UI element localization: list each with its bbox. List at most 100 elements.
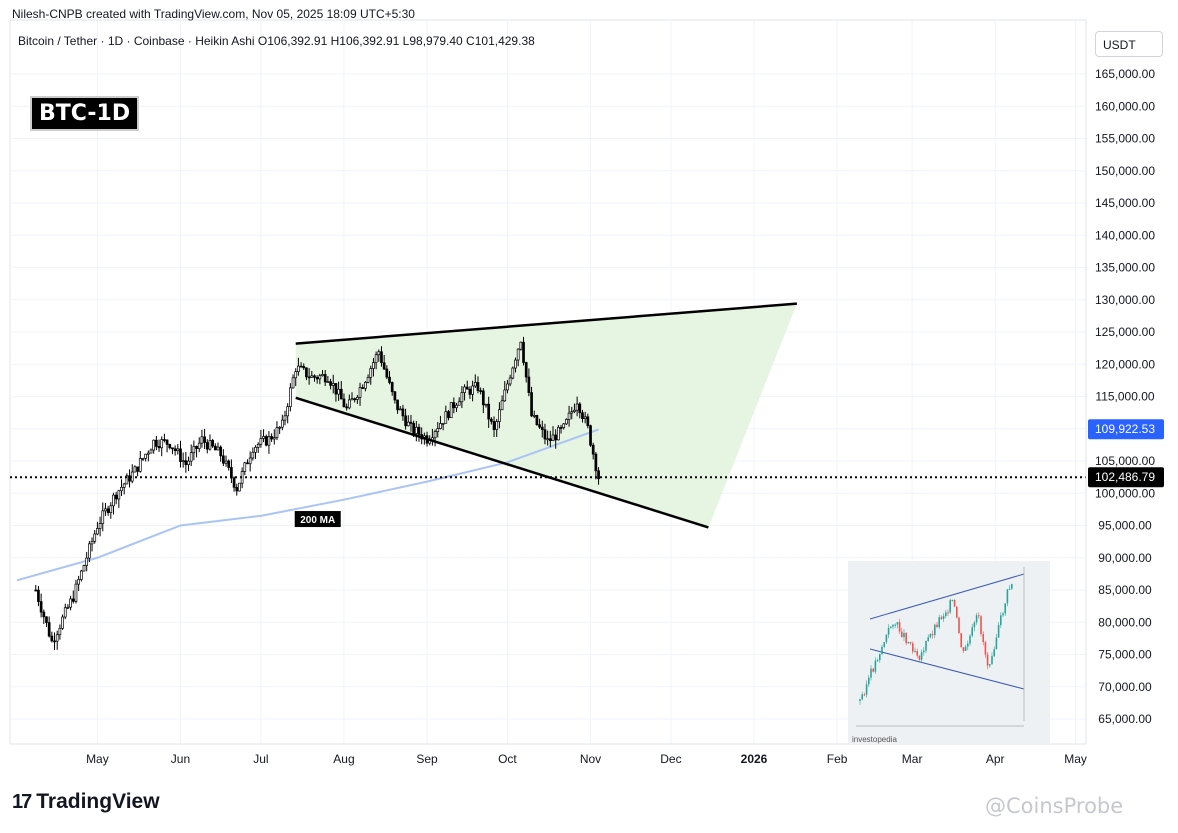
candle-body bbox=[393, 391, 397, 401]
candle-body bbox=[138, 458, 142, 472]
candle-body bbox=[532, 415, 536, 417]
candle-body bbox=[382, 362, 386, 370]
price-axis-tick: 155,000.00 bbox=[1095, 132, 1155, 146]
inset-candle-body bbox=[874, 660, 877, 672]
tradingview-logo-text: TradingView bbox=[36, 790, 160, 813]
candle-body bbox=[452, 402, 456, 409]
inset-candle-body bbox=[892, 624, 894, 627]
inset-candle-body bbox=[883, 642, 885, 647]
candle-body bbox=[385, 368, 389, 378]
inset-candle-body bbox=[960, 633, 962, 648]
candle-body bbox=[436, 428, 440, 433]
candle-body bbox=[366, 376, 370, 383]
candle-body bbox=[372, 362, 375, 369]
price-axis[interactable]: 165,000.00 160,000.00 155,000.00 150,000.00… bbox=[1085, 20, 1155, 744]
inset-candle-body bbox=[916, 651, 918, 656]
inset-candle-body bbox=[912, 643, 914, 652]
candle-body bbox=[353, 398, 357, 401]
candle-body bbox=[508, 377, 512, 385]
candle-body bbox=[406, 421, 410, 427]
candle-body bbox=[500, 400, 504, 411]
currency-button[interactable]: USDT bbox=[1095, 31, 1163, 57]
candle-body bbox=[189, 452, 193, 462]
candle-body bbox=[280, 419, 284, 428]
candle-body bbox=[270, 436, 273, 440]
candle-body bbox=[433, 431, 437, 439]
time-axis-tick: Sep bbox=[416, 752, 438, 766]
inset-candle-body bbox=[975, 615, 978, 623]
candle-body bbox=[597, 470, 600, 480]
candle-body bbox=[216, 446, 220, 451]
coinsprobe-watermark: @CoinsProbe bbox=[985, 794, 1124, 818]
candle-body bbox=[47, 622, 51, 637]
inset-candle-body bbox=[909, 641, 912, 644]
candle-body bbox=[578, 403, 582, 414]
candle-body bbox=[581, 412, 584, 420]
candle-body bbox=[492, 421, 496, 430]
candle-body bbox=[39, 601, 43, 613]
candle-body bbox=[439, 423, 442, 429]
inset-candle-body bbox=[861, 694, 863, 700]
candle-body bbox=[380, 351, 383, 364]
timeframe-tag: BTC-1D bbox=[30, 96, 140, 131]
inset-candle-body bbox=[956, 606, 958, 618]
inset-candle-body bbox=[898, 622, 901, 632]
candle-body bbox=[141, 457, 145, 460]
price-axis-tick: 105,000.00 bbox=[1095, 454, 1155, 468]
candle-body bbox=[205, 442, 209, 450]
inset-candle-body bbox=[920, 652, 923, 660]
candle-body bbox=[315, 377, 319, 380]
inset-candle-body bbox=[890, 626, 892, 628]
time-axis[interactable]: May Jun Jul Aug Sep Oct Nov Dec 2026 Feb Mar Apr May bbox=[10, 743, 1087, 766]
candle-body bbox=[310, 375, 314, 378]
inset-candle-body bbox=[958, 617, 960, 634]
candle-body bbox=[318, 375, 322, 380]
price-axis-tick: 75,000.00 bbox=[1098, 648, 1152, 662]
inset-candle-body bbox=[991, 656, 993, 665]
candle-body bbox=[471, 385, 474, 395]
candle-body bbox=[591, 444, 595, 455]
candle-body bbox=[586, 416, 590, 427]
inset-candle-body bbox=[993, 649, 995, 657]
candle-body bbox=[77, 579, 80, 585]
candle-body bbox=[546, 438, 549, 441]
candle-body bbox=[278, 426, 281, 429]
inset-chart bbox=[856, 567, 1025, 727]
inset-candle-body bbox=[984, 642, 987, 655]
candle-body bbox=[286, 406, 290, 417]
inset-candle-body bbox=[881, 646, 883, 655]
inset-candle-body bbox=[896, 622, 899, 625]
candle-body bbox=[104, 508, 107, 512]
inset-candle-body bbox=[863, 694, 866, 696]
tradingview-logo[interactable]: 17 TradingView bbox=[12, 790, 160, 814]
candle-body bbox=[222, 455, 225, 464]
candle-body bbox=[90, 540, 94, 545]
candle-body bbox=[565, 419, 568, 425]
time-axis-tick: Nov bbox=[580, 752, 601, 766]
candle-body bbox=[200, 436, 204, 444]
candle-body bbox=[562, 423, 566, 428]
candle-body bbox=[55, 634, 59, 642]
candle-body bbox=[171, 447, 174, 450]
candle-body bbox=[112, 494, 115, 507]
candle-body bbox=[476, 382, 480, 391]
inset-candle-body bbox=[1008, 588, 1011, 590]
candle-body bbox=[181, 460, 185, 463]
candle-body bbox=[530, 392, 533, 417]
inset-candle-body bbox=[986, 654, 989, 666]
price-axis-tick: 165,000.00 bbox=[1095, 67, 1155, 81]
candle-body bbox=[219, 446, 223, 457]
time-axis-tick: Feb bbox=[827, 752, 848, 766]
inset-candle-body bbox=[971, 627, 973, 636]
candle-body bbox=[573, 409, 576, 413]
candle-body bbox=[96, 528, 99, 535]
price-axis-tick: 130,000.00 bbox=[1095, 293, 1155, 307]
candle-body bbox=[42, 611, 46, 618]
time-axis-tick: Jul bbox=[253, 752, 268, 766]
candle-body bbox=[302, 366, 306, 369]
candle-body bbox=[481, 390, 485, 406]
symbol-legend[interactable]: Bitcoin / Tether · 1D · Coinbase · Heiki… bbox=[18, 34, 535, 48]
candle-body bbox=[53, 640, 56, 643]
candle-body bbox=[538, 424, 541, 428]
